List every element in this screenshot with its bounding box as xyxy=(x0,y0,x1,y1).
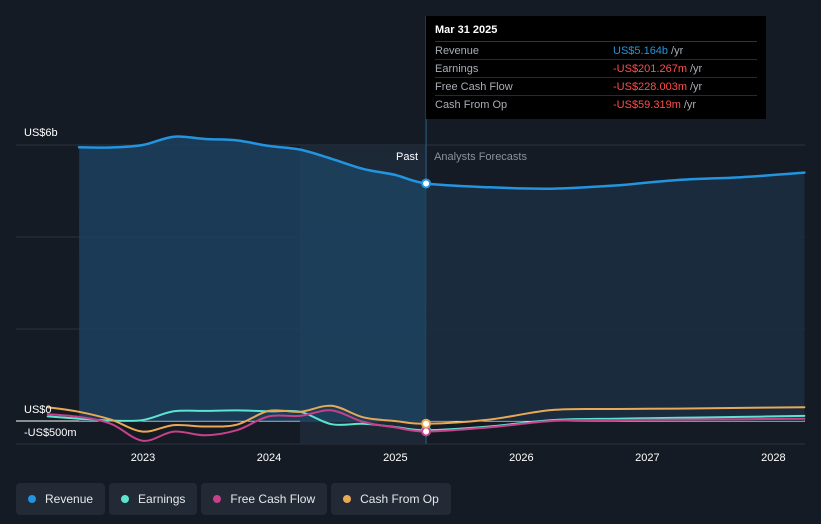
tooltip-row: Earnings -US$201.267m/yr xyxy=(435,60,757,78)
cash-from-op-marker xyxy=(421,418,432,429)
revenue-dot-icon xyxy=(28,495,36,503)
revenue-marker xyxy=(421,178,432,189)
cash-from-op-line xyxy=(46,404,806,433)
tooltip-row: Free Cash Flow -US$228.003m/yr xyxy=(435,78,757,96)
tooltip-row-unit: /yr xyxy=(671,44,684,57)
tooltip-row: Cash From Op -US$59.319m/yr xyxy=(435,96,757,113)
chart-legend: Revenue Earnings Free Cash Flow Cash From O… xyxy=(16,483,451,515)
x-tick-label: 2025 xyxy=(383,452,407,464)
tooltip-row-value: -US$59.319m xyxy=(613,98,681,111)
tooltip-row-value: -US$201.267m xyxy=(613,62,687,75)
revenue-forecast-area xyxy=(426,172,805,421)
tooltip-row-unit: /yr xyxy=(690,80,703,93)
earnings-line xyxy=(46,409,806,432)
tooltip-row: Revenue US$5.164b/yr xyxy=(435,42,757,60)
free-cash-flow-line xyxy=(46,409,806,442)
revenue-past-area xyxy=(79,136,427,422)
x-tick-label: 2028 xyxy=(761,452,785,464)
legend-item-free-cash-flow[interactable]: Free Cash Flow xyxy=(201,483,328,515)
earnings-dot-icon xyxy=(121,495,130,503)
x-tick-label: 2024 xyxy=(257,452,281,464)
legend-item-revenue[interactable]: Revenue xyxy=(16,483,106,515)
legend-item-label: Free Cash Flow xyxy=(230,492,316,506)
x-tick-label: 2023 xyxy=(131,452,155,464)
hover-markers xyxy=(421,178,432,437)
tooltip-row-label: Free Cash Flow xyxy=(435,80,513,93)
tooltip-row-value: US$5.164b xyxy=(613,44,669,57)
x-tick-label: 2027 xyxy=(635,452,659,464)
legend-item-cash-from-op[interactable]: Cash From Op xyxy=(331,483,451,515)
cash-from-op-dot-icon xyxy=(343,495,352,503)
y-tick-label: -US$500m xyxy=(24,427,77,439)
tooltip-rows: Revenue US$5.164b/yr Earnings -US$201.267m /… xyxy=(435,42,757,113)
legend-item-label: Revenue xyxy=(45,492,94,506)
legend-item-label: Cash From Op xyxy=(360,492,439,506)
revenue-line xyxy=(77,135,806,191)
data-tooltip: Mar 31 2025 Revenue US$5.164b/yr Earnings -… xyxy=(426,16,766,119)
x-tick-label: 2026 xyxy=(509,452,533,464)
y-tick-label: US$0 xyxy=(24,404,52,416)
tooltip-row-label: Cash From Op xyxy=(435,98,508,111)
free-cash-flow-dot-icon xyxy=(213,495,222,503)
past-label: Past xyxy=(396,151,418,163)
legend-item-earnings[interactable]: Earnings xyxy=(109,483,198,515)
revenue-area xyxy=(79,136,805,422)
tooltip-row-label: Earnings xyxy=(435,62,479,75)
y-axis-labels: US$6b US$0 -US$500m xyxy=(24,127,77,439)
x-axis-labels: 2023 2024 2025 2026 2027 2028 xyxy=(131,452,786,464)
legend-item-label: Earnings xyxy=(138,492,186,506)
tooltip-row-value: -US$228.003m xyxy=(613,80,687,93)
tooltip-row-unit: /yr xyxy=(690,62,703,75)
tooltip-row-unit: /yr xyxy=(683,98,697,111)
tooltip-date: Mar 31 2025 xyxy=(435,24,757,42)
y-tick-label: US$6b xyxy=(24,127,58,139)
series-lines xyxy=(46,135,806,442)
forecast-label: Analysts Forecasts xyxy=(434,151,527,163)
tooltip-row-label: Revenue xyxy=(435,44,480,57)
